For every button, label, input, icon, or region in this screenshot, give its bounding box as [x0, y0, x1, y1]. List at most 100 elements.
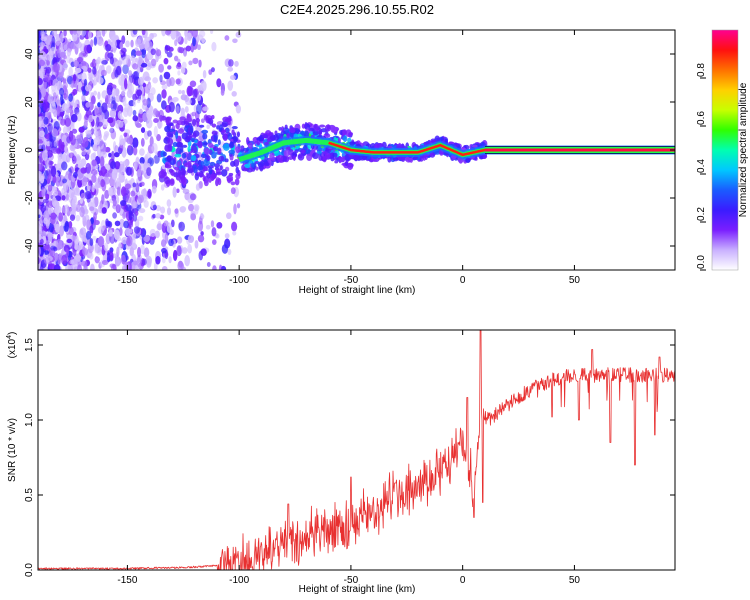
spectrogram-cell — [392, 157, 399, 162]
spectrogram-cell — [122, 96, 127, 107]
x-tick-label: -100 — [229, 275, 249, 286]
spectrogram-cell — [138, 56, 143, 66]
spectrogram-cell — [187, 146, 191, 153]
spectrogram-cell — [163, 57, 169, 65]
spectrogram-cell — [159, 74, 163, 83]
spectrogram-cell — [120, 186, 127, 197]
spectrogram-cell — [216, 78, 222, 88]
spectrogram-cell — [187, 235, 195, 243]
spectrogram-cell — [160, 206, 166, 214]
spectrogram-cell — [68, 188, 76, 199]
spectrogram-cell — [75, 203, 81, 213]
spectrogram-cell — [231, 125, 238, 130]
spectrogram-cell — [224, 233, 230, 239]
spectrogram-cell — [95, 106, 102, 117]
spectrogram-cell — [230, 160, 236, 167]
spectrogram-cell — [109, 247, 114, 253]
spectrogram-cell — [224, 35, 230, 41]
spectrogram-cell — [152, 77, 159, 84]
colorbar-frame — [711, 29, 739, 271]
spectrogram-cell — [207, 165, 214, 169]
spectrogram-cell — [166, 155, 172, 163]
spectrogram-cell — [153, 125, 158, 138]
spectrogram-cell — [150, 48, 156, 56]
spectrogram-cell — [103, 131, 110, 138]
spectrogram-cell — [180, 167, 185, 176]
spectrogram-cell — [68, 220, 73, 229]
spectrogram-cell — [234, 178, 240, 186]
spectrogram-cell — [180, 67, 186, 74]
spectrogram-cell — [134, 57, 139, 63]
spectrogram-cell — [38, 208, 42, 215]
spectrogram-cell — [198, 59, 202, 68]
spectrogram-cell — [184, 94, 190, 103]
spectrogram-cell — [90, 95, 96, 105]
spectrogram-cell — [97, 138, 105, 150]
spectrogram-cell — [132, 30, 138, 35]
spectrogram-cell — [247, 142, 253, 150]
spectrogram-cell — [161, 256, 166, 264]
spectrogram-cell — [38, 228, 43, 237]
spectrogram-cell — [179, 116, 186, 121]
spectrogram-cell — [80, 192, 86, 201]
spectrogram-cell — [140, 181, 145, 187]
spectrogram-cell — [86, 173, 93, 179]
spectrogram-cell — [292, 155, 296, 161]
spectrogram-cell — [209, 30, 214, 34]
spectrogram-x-label: Height of straight line (km) — [299, 285, 416, 296]
spectrogram-cell — [96, 30, 102, 38]
spectrogram-cell — [83, 260, 88, 269]
spectrogram-cell — [132, 63, 139, 70]
spectrogram-cell — [157, 119, 163, 129]
spectrogram-cell — [159, 114, 163, 122]
spectrogram-cell — [46, 141, 51, 147]
spectrogram-cell — [184, 191, 191, 201]
spectrogram-cell — [174, 166, 180, 171]
spectrogram-cell — [222, 143, 230, 151]
spectrogram-cell — [63, 94, 69, 101]
spectrogram-cell — [139, 43, 145, 50]
spectrogram-cell — [39, 238, 44, 245]
spectrogram-cell — [184, 255, 191, 267]
spectrogram-cell — [50, 165, 57, 177]
spectrogram-cell — [167, 65, 172, 70]
spectrogram-cell — [142, 82, 147, 88]
spectrogram-cell — [39, 175, 45, 184]
spectrogram-cell — [65, 247, 70, 258]
spectrogram-cell — [38, 224, 41, 230]
spectrogram-cell — [80, 30, 87, 37]
spectrogram-cell — [167, 144, 173, 152]
spectrogram-cell — [226, 212, 232, 220]
spectrogram-cell — [200, 80, 207, 92]
spectrogram-cell — [163, 220, 169, 227]
spectrogram-cell — [85, 102, 91, 108]
spectrogram-cell — [179, 149, 184, 153]
spectrogram-cell — [146, 167, 152, 177]
spectrogram-cell — [132, 146, 138, 156]
spectrogram-cell — [155, 213, 161, 219]
spectrogram-cell — [107, 117, 114, 124]
spectrogram-cell — [169, 178, 175, 185]
spectrogram-cell — [234, 60, 239, 67]
snr-background — [38, 330, 675, 570]
y-tick-label: -40 — [24, 238, 35, 253]
spectrogram-cell — [62, 153, 68, 164]
spectrogram-cell — [38, 106, 42, 115]
spectrogram-cell — [126, 235, 133, 247]
spectrogram-cell — [174, 207, 179, 218]
spectrogram-cell — [91, 168, 98, 176]
spectrogram-cell — [206, 155, 211, 162]
spectrogram-cell — [219, 165, 223, 171]
spectrogram-cell — [72, 88, 78, 96]
spectrogram-cell — [211, 130, 218, 136]
spectrogram-cell — [41, 150, 48, 162]
spectrogram-cell — [107, 52, 114, 59]
spectrogram-cell — [213, 163, 221, 168]
spectrogram-cell — [121, 35, 126, 45]
snr-series-line — [38, 330, 675, 570]
spectrogram-cell — [138, 208, 146, 214]
spectrogram-cell — [192, 132, 197, 139]
spectrogram-cell — [85, 230, 92, 241]
spectrogram-cell — [155, 255, 161, 265]
spectrogram-cell — [55, 33, 61, 42]
